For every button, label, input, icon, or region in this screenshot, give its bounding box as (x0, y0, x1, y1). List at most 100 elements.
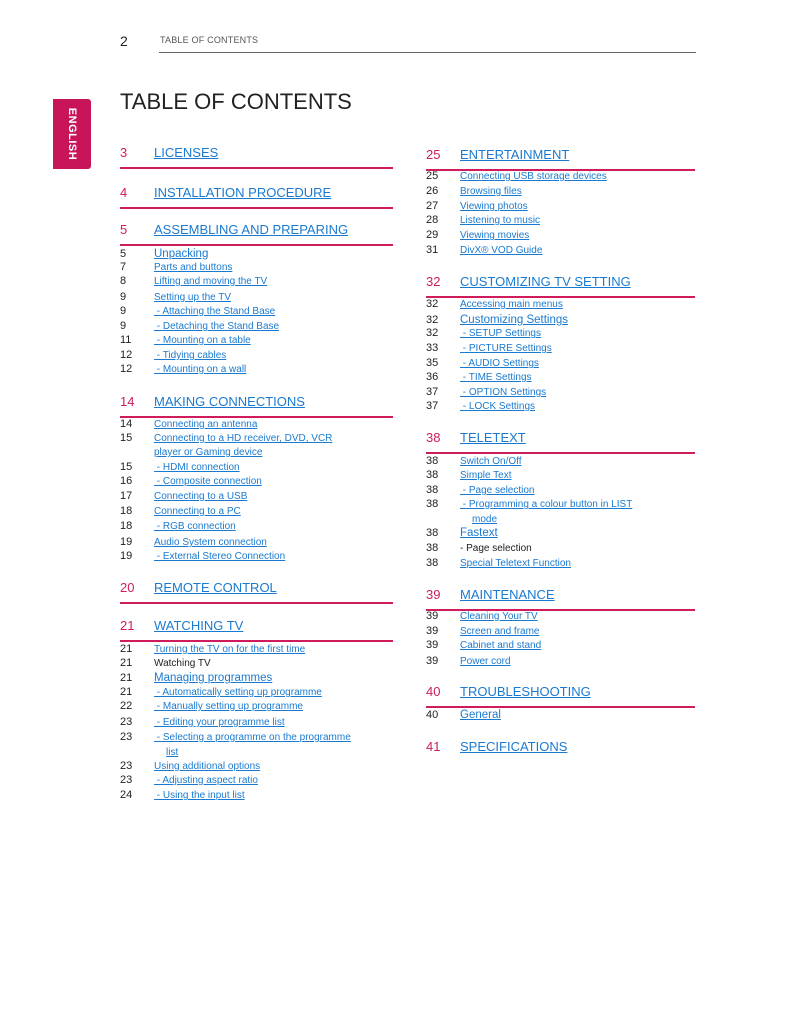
toc-entry-link[interactable]: Turning the TV on for the first time (154, 644, 306, 655)
toc-entry-link[interactable]: Audio System connection (154, 537, 267, 548)
toc-page-number: 37 (426, 386, 439, 398)
toc-section-link[interactable]: LICENSES (154, 145, 219, 160)
toc-entry-link[interactable]: Accessing main menus (460, 299, 563, 310)
toc-entry-link[interactable]: Using additional options (154, 761, 261, 772)
toc-entry-link[interactable]: - Tidying cables (154, 350, 227, 361)
toc-entry-link[interactable]: Power cord (460, 656, 511, 667)
toc-section-link[interactable]: SPECIFICATIONS (460, 739, 568, 754)
toc-entry-link[interactable]: Cleaning Your TV (460, 611, 538, 622)
toc-entry-link[interactable]: - LOCK Settings (460, 401, 536, 412)
toc-entry-link[interactable]: Connecting to a PC (154, 506, 241, 517)
toc-entry-link[interactable]: General (460, 709, 501, 721)
toc-page-number: 23 (120, 731, 133, 743)
toc-entry-link[interactable]: - Programming a colour button in LIST (460, 499, 633, 510)
toc-page-number: 39 (426, 610, 439, 622)
toc-entry-link[interactable]: Viewing photos (460, 201, 528, 212)
toc-page-number: 41 (426, 739, 441, 754)
toc-page-number: 14 (120, 418, 133, 430)
toc-page-number: 38 (426, 498, 439, 510)
toc-entry-link[interactable]: - Attaching the Stand Base (154, 306, 276, 317)
toc-section-link[interactable]: CUSTOMIZING TV SETTING (460, 274, 631, 289)
toc-entry-link[interactable]: Viewing movies (460, 230, 530, 241)
toc-entry-link[interactable]: Browsing files (460, 186, 522, 197)
toc-entry-link[interactable]: Connecting to a HD receiver, DVD, VCR (154, 433, 333, 444)
toc-entry-link[interactable]: Connecting USB storage devices (460, 171, 607, 182)
toc-entry-link[interactable]: Connecting to a USB (154, 491, 248, 502)
toc-section-link[interactable]: TELETEXT (460, 430, 526, 445)
toc-page-number: 9 (120, 291, 127, 303)
toc-page-number: 26 (426, 185, 439, 197)
toc-entry-link[interactable]: Lifting and moving the TV (154, 276, 268, 287)
toc-entry-link[interactable]: Connecting an antenna (154, 419, 258, 430)
toc-section-link[interactable]: TROUBLESHOOTING (460, 684, 591, 699)
toc-entry-link[interactable]: - External Stereo Connection (154, 551, 286, 562)
toc-page-number: 37 (426, 400, 439, 412)
toc-page-number: 11 (120, 334, 132, 346)
toc-page-number: 38 (426, 557, 439, 569)
toc-entry-link[interactable]: - OPTION Settings (460, 387, 547, 398)
language-label: ENGLISH (66, 107, 78, 161)
toc-section-link[interactable]: ENTERTAINMENT (460, 147, 570, 162)
toc-page-number: 32 (426, 314, 439, 326)
toc-entry-link[interactable]: Parts and buttons (154, 262, 233, 273)
section-divider (426, 296, 695, 298)
toc-entry-link[interactable]: list (166, 747, 179, 758)
toc-entry-link[interactable]: - AUDIO Settings (460, 358, 539, 369)
toc-entry-link[interactable]: - Using the input list (154, 790, 245, 801)
toc-entry-link[interactable]: - Detaching the Stand Base (154, 321, 280, 332)
toc-section-link[interactable]: INSTALLATION PROCEDURE (154, 185, 332, 200)
toc-section-link[interactable]: REMOTE CONTROL (154, 580, 277, 595)
toc-entry-link[interactable]: - Selecting a programme on the programme (154, 732, 351, 743)
running-header: TABLE OF CONTENTS (160, 35, 259, 45)
toc-page-number: 31 (426, 244, 439, 256)
toc-entry-link[interactable]: - TIME Settings (460, 372, 532, 383)
toc-entry-link[interactable]: - Mounting on a table (154, 335, 251, 346)
toc-entry-link[interactable]: - SETUP Settings (460, 328, 541, 339)
toc-page-number: 23 (120, 774, 133, 786)
toc-entry-link[interactable]: Fastext (460, 527, 498, 539)
toc-entry-link[interactable]: Special Teletext Function (460, 558, 571, 569)
toc-page-number: 29 (426, 229, 439, 241)
toc-page-number: 39 (426, 639, 439, 651)
toc-entry-link[interactable]: DivX® VOD Guide (460, 245, 543, 256)
toc-entry-link[interactable]: Managing programmes (154, 672, 273, 684)
toc-page-number: 40 (426, 709, 439, 721)
toc-page-number: 19 (120, 536, 133, 548)
toc-entry-link[interactable]: - HDMI connection (154, 462, 240, 473)
toc-entry-link[interactable]: Unpacking (154, 248, 209, 260)
toc-entry-link[interactable]: mode (472, 514, 498, 525)
toc-entry-link[interactable]: Cabinet and stand (460, 640, 542, 651)
toc-entry-link[interactable]: Customizing Settings (460, 314, 569, 326)
toc-entry-link[interactable]: Switch On/Off (460, 456, 522, 467)
toc-entry-link[interactable]: Listening to music (460, 215, 541, 226)
toc-entry-link[interactable]: - Manually setting up programme (154, 701, 303, 712)
toc-entry-link[interactable]: Setting up the TV (154, 292, 232, 303)
section-divider (120, 167, 393, 169)
toc-section-link[interactable]: ASSEMBLING AND PREPARING (154, 222, 349, 237)
toc-entry-link[interactable]: - Composite connection (154, 476, 262, 487)
toc-section-link[interactable]: MAKING CONNECTIONS (154, 394, 305, 409)
toc-page-number: 38 (426, 484, 439, 496)
toc-entry-link[interactable]: player or Gaming device (154, 447, 263, 458)
section-divider (120, 416, 393, 418)
toc-page-number: 38 (426, 527, 439, 539)
toc-page-number: 21 (120, 643, 133, 655)
toc-page-number: 3 (120, 145, 128, 160)
toc-page-number: 7 (120, 261, 127, 273)
toc-page-number: 15 (120, 461, 133, 473)
toc-page-number: 28 (426, 214, 439, 226)
toc-entry-link[interactable]: - Page selection (460, 485, 535, 496)
toc-entry-link[interactable]: - Adjusting aspect ratio (154, 775, 258, 786)
toc-entry-link[interactable]: Screen and frame (460, 626, 540, 637)
toc-page-number: 32 (426, 274, 441, 289)
toc-entry-link[interactable]: - Automatically setting up programme (154, 687, 322, 698)
toc-entry-link[interactable]: - Editing your programme list (154, 717, 285, 728)
toc-entry-link[interactable]: - PICTURE Settings (460, 343, 552, 354)
toc-page-number: 20 (120, 580, 135, 595)
toc-page-number: 38 (426, 469, 439, 481)
toc-section-link[interactable]: MAINTENANCE (460, 587, 555, 602)
toc-section-link[interactable]: WATCHING TV (154, 618, 244, 633)
toc-entry-link[interactable]: - Mounting on a wall (154, 364, 247, 375)
toc-entry-link[interactable]: Simple Text (460, 470, 512, 481)
toc-entry-link[interactable]: - RGB connection (154, 521, 236, 532)
